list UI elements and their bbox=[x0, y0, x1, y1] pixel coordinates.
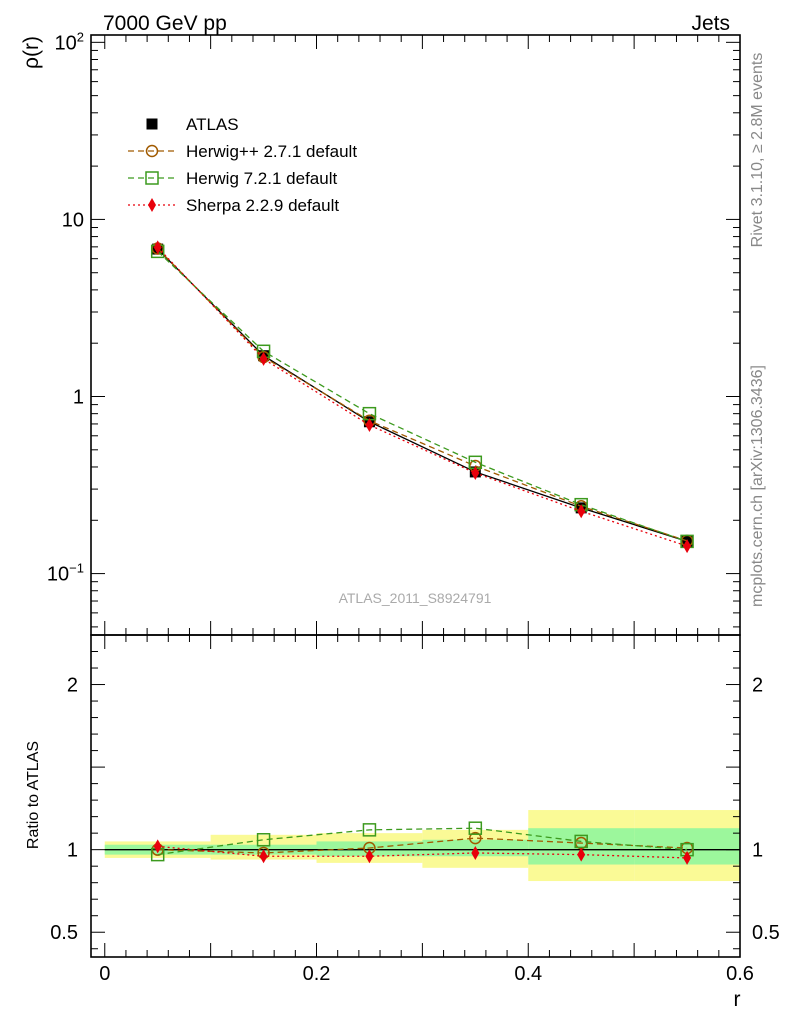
ratio-point-sherpa bbox=[577, 847, 586, 862]
ratio-point-sherpa bbox=[471, 845, 480, 860]
ratio-y-tick-label: 1 bbox=[67, 840, 78, 862]
ratio-line-herwigpp bbox=[157, 837, 688, 854]
ratio-point-herwig7 bbox=[574, 834, 588, 849]
legend: ATLAS Herwig++ 2.7.1 default Herwig 7.2.1 … bbox=[128, 115, 357, 215]
rivet-version-label: Rivet 3.1.10, ≥ 2.8M events bbox=[749, 53, 766, 248]
uncertainty-band-inner bbox=[316, 841, 423, 857]
point-sherpa bbox=[259, 351, 268, 366]
main-y-tick-label: 1 bbox=[73, 387, 84, 409]
legend-label-herwigpp: Herwig++ 2.7.1 default bbox=[186, 142, 357, 161]
series-line-sherpa bbox=[157, 246, 688, 547]
legend-label-sherpa: Sherpa 2.2.9 default bbox=[186, 196, 339, 215]
ratio-data-marks bbox=[150, 821, 694, 865]
energy-title: 7000 GeV pp bbox=[103, 12, 227, 35]
ratio-uncertainty-bands bbox=[104, 810, 740, 882]
point-sherpa bbox=[471, 465, 480, 480]
ratio-y-tick-label: 0.5 bbox=[50, 922, 78, 944]
main-y-tick-label: 102 bbox=[55, 29, 84, 54]
ratio-point-sherpa bbox=[153, 839, 162, 854]
ratio-line-sherpa bbox=[157, 845, 688, 859]
series-line-herwigpp bbox=[157, 248, 688, 542]
legend-marker-herwigpp bbox=[145, 144, 159, 158]
point-sherpa bbox=[683, 539, 692, 554]
ratio-point-sherpa bbox=[683, 850, 692, 865]
analysis-watermark: ATLAS_2011_S8924791 bbox=[339, 590, 492, 606]
ratio-plot-frame bbox=[90, 634, 741, 958]
ratio-axes: 0.5 0.5 1 1 2 2 0 0.2 0.4 0.6 bbox=[50, 635, 780, 985]
process-label: Jets bbox=[691, 12, 730, 35]
ratio-panel: 0.5 0.5 1 1 2 2 0 0.2 0.4 0.6 Ratio to ATLAS r bbox=[25, 634, 780, 1011]
x-tick-label: 0.2 bbox=[303, 963, 331, 985]
legend-marker-sherpa bbox=[148, 198, 156, 212]
point-sherpa bbox=[365, 418, 374, 433]
ratio-point-herwig7 bbox=[362, 823, 377, 837]
point-sherpa bbox=[153, 240, 162, 255]
ratio-point-herwig7 bbox=[468, 821, 483, 835]
mcplots-reference-label: mcplots.cern.ch [arXiv:1306.3436] bbox=[749, 365, 766, 607]
main-axes: 102 10 1 10−1 bbox=[47, 29, 741, 635]
ratio-y-tick-label-right: 2 bbox=[752, 675, 763, 697]
main-data-marks bbox=[150, 240, 694, 554]
ratio-y-tick-label: 2 bbox=[67, 675, 78, 697]
main-y-tick-label: 10 bbox=[62, 209, 84, 231]
x-tick-label: 0.4 bbox=[514, 963, 542, 985]
legend-label-data: ATLAS bbox=[186, 115, 239, 134]
series-line-herwig7 bbox=[157, 250, 688, 543]
ratio-y-tick-label-right: 0.5 bbox=[752, 922, 780, 944]
main-y-axis-label: ρ(r) bbox=[20, 36, 43, 69]
legend-marker-herwig7 bbox=[145, 171, 159, 185]
main-y-tick-label: 10−1 bbox=[47, 561, 84, 586]
ratio-y-tick-label-right: 1 bbox=[752, 840, 763, 862]
legend-label-herwig7: Herwig 7.2.1 default bbox=[186, 169, 337, 188]
ratio-y-axis-label: Ratio to ATLAS bbox=[25, 741, 42, 849]
legend-marker-data bbox=[146, 118, 158, 130]
ratio-point-herwigpp bbox=[469, 831, 482, 845]
point-sherpa bbox=[577, 504, 586, 519]
x-tick-label: 0.6 bbox=[726, 963, 754, 985]
ratio-point-herwig7 bbox=[256, 833, 271, 847]
x-tick-label: 0 bbox=[99, 963, 110, 985]
main-panel: 102 10 1 10−1 ρ(r) ATLAS_2011_S8924791 ATLA… bbox=[20, 29, 741, 636]
ratio-line-herwig7 bbox=[157, 827, 688, 856]
ratio-point-sherpa bbox=[365, 849, 374, 864]
x-axis-label: r bbox=[734, 988, 741, 1011]
ratio-point-sherpa bbox=[259, 849, 268, 864]
series-line-data bbox=[157, 248, 688, 543]
